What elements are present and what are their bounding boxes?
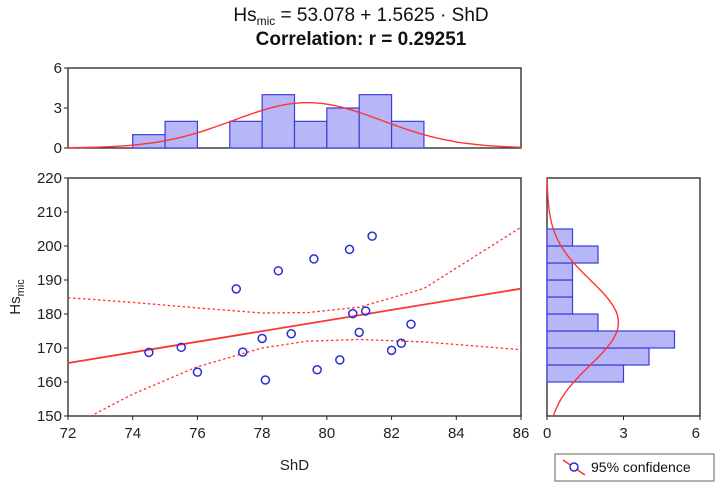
right-histogram: 0 3 6 <box>543 177 701 442</box>
top-histogram-bar <box>261 94 296 149</box>
x-axis-label: ShD <box>280 457 309 474</box>
regression-line <box>68 287 521 364</box>
right-histogram-bar <box>546 279 574 298</box>
top-histogram-bar <box>326 107 360 149</box>
top-y-tick-label: 0 <box>54 140 62 157</box>
x-tick-label: 72 <box>60 425 77 442</box>
regression-equation: Hsmic = 53.078 + 1.5625 · ShD <box>0 4 722 28</box>
data-point <box>257 333 267 344</box>
y-tick-label: 210 <box>37 204 62 221</box>
data-point <box>335 355 345 365</box>
x-tick-label: 76 <box>189 425 206 442</box>
x-tick-label: 82 <box>383 425 400 442</box>
data-point <box>386 345 397 356</box>
data-point <box>396 338 407 348</box>
data-point <box>237 347 248 357</box>
data-point <box>286 328 297 339</box>
right-x-tick-label: 3 <box>619 425 627 442</box>
y-axis-label: Hsmic <box>7 279 27 315</box>
y-tick-label: 150 <box>37 408 62 425</box>
data-point <box>144 347 154 358</box>
data-point <box>260 375 271 385</box>
y-axis-label-sub: mic <box>15 279 27 297</box>
data-point <box>312 365 322 375</box>
data-point <box>192 367 203 377</box>
y-tick-label: 220 <box>37 170 62 187</box>
y-tick-label: 170 <box>37 340 62 357</box>
right-x-tick-label: 6 <box>692 425 700 442</box>
legend: 95% confidence <box>554 453 715 482</box>
top-y-tick-label: 3 <box>54 100 62 117</box>
chart-title: Hsmic = 53.078 + 1.5625 · ShD Correlatio… <box>0 4 722 52</box>
top-y-tick-label: 6 <box>54 60 62 77</box>
right-histogram-bar <box>546 313 599 332</box>
y-tick-label: 200 <box>37 238 62 255</box>
data-point <box>367 231 377 241</box>
equation-prefix: Hs <box>233 5 257 26</box>
data-point <box>347 308 358 319</box>
legend-label: 95% confidence <box>591 459 691 475</box>
scatter-frame <box>67 177 522 417</box>
confidence-band-lower <box>89 338 521 416</box>
data-point <box>406 319 416 329</box>
x-tick-label: 86 <box>513 425 530 442</box>
confidence-band-upper <box>68 226 521 314</box>
top-histogram: 0 3 6 <box>54 60 522 157</box>
x-tick-label: 84 <box>448 425 465 442</box>
correlation-label: Correlation: r = 0.29251 <box>255 29 467 50</box>
scatter-series-group <box>68 226 521 416</box>
data-point <box>344 244 355 255</box>
top-histogram-bar <box>229 120 263 149</box>
data-point <box>176 342 186 353</box>
right-normal-curve <box>546 177 620 417</box>
x-tick-label: 78 <box>254 425 271 442</box>
data-point <box>231 284 242 294</box>
right-histogram-bar <box>546 228 574 247</box>
y-axis-label-main: Hs <box>7 296 24 314</box>
x-tick-label: 74 <box>124 425 141 442</box>
top-histogram-bar <box>293 120 328 149</box>
x-tick-label: 80 <box>319 425 336 442</box>
right-x-tick-label: 0 <box>543 425 551 442</box>
legend-point-swatch <box>569 462 579 472</box>
data-point <box>309 254 319 264</box>
equation-rest: = 53.078 + 1.5625 · ShD <box>275 5 489 26</box>
right-histogram-bar <box>546 262 574 281</box>
data-point <box>360 306 371 316</box>
top-histogram-bar <box>358 94 393 149</box>
y-tick-label: 190 <box>37 272 62 289</box>
y-tick-label: 160 <box>37 374 62 391</box>
scatter-plot: 72 74 76 78 80 82 84 86 150 160 170 180 190 200 210 220… <box>7 170 529 474</box>
right-histogram-bar <box>546 364 625 383</box>
data-point <box>354 327 364 338</box>
right-histogram-bar <box>546 296 574 315</box>
equation-subscript: mic <box>256 14 276 28</box>
legend-box <box>554 453 715 482</box>
top-normal-curve <box>68 102 522 149</box>
right-histogram-bar <box>546 330 676 349</box>
data-point <box>273 266 284 276</box>
y-tick-label: 180 <box>37 306 62 323</box>
